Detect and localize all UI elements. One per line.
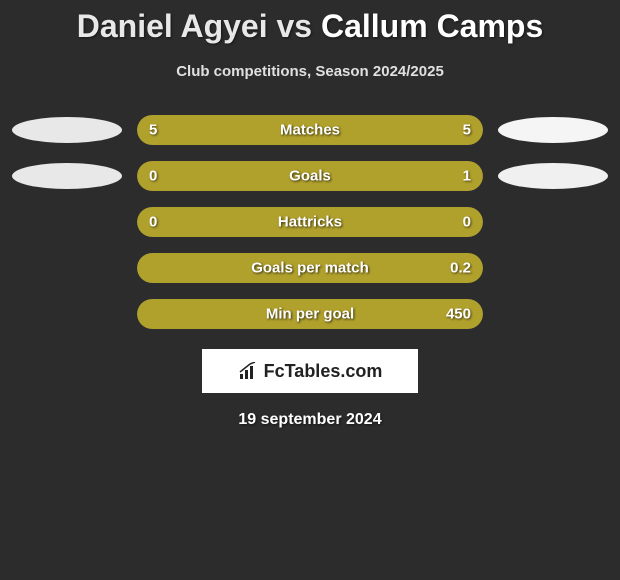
logo-box: FcTables.com [202, 349, 418, 393]
date: 19 september 2024 [0, 411, 620, 429]
player1-name: Daniel Agyei [77, 8, 268, 44]
vs-text: vs [277, 8, 313, 44]
stat-row: 0 0 Hattricks [0, 207, 620, 237]
bar-segment-left [137, 161, 199, 191]
player2-ellipse [498, 163, 608, 189]
player2-name: Callum Camps [321, 8, 543, 44]
stat-value-right: 5 [463, 122, 471, 139]
stat-bar: 0 1 Goals [137, 161, 483, 191]
stat-row: 0 1 Goals [0, 161, 620, 191]
player2-ellipse [498, 117, 608, 143]
stat-bar: 0.2 Goals per match [137, 253, 483, 283]
subtitle: Club competitions, Season 2024/2025 [0, 63, 620, 80]
stat-row: 450 Min per goal [0, 299, 620, 329]
stat-value-right: 0 [463, 214, 471, 231]
stat-label: Goals [289, 168, 331, 185]
stat-value-left: 5 [149, 122, 157, 139]
stat-value-right: 1 [463, 168, 471, 185]
stat-bar: 0 0 Hattricks [137, 207, 483, 237]
stat-row: 0.2 Goals per match [0, 253, 620, 283]
stat-bar: 5 5 Matches [137, 115, 483, 145]
stat-label: Min per goal [266, 306, 354, 323]
stat-label: Hattricks [278, 214, 342, 231]
stat-value-left: 0 [149, 214, 157, 231]
player1-ellipse [12, 163, 122, 189]
stat-value-right: 450 [446, 306, 471, 323]
chart-icon [238, 362, 260, 380]
stat-value-left: 0 [149, 168, 157, 185]
stat-row: 5 5 Matches [0, 115, 620, 145]
comparison-title: Daniel Agyei vs Callum Camps [0, 0, 620, 45]
logo: FcTables.com [238, 361, 383, 382]
logo-text: FcTables.com [264, 361, 383, 382]
comparison-chart: 5 5 Matches 0 1 Goals 0 0 Hattricks 0.2 Goals per … [0, 115, 620, 329]
stat-label: Goals per match [251, 260, 369, 277]
stat-label: Matches [280, 122, 340, 139]
stat-bar: 450 Min per goal [137, 299, 483, 329]
player1-ellipse [12, 117, 122, 143]
stat-value-right: 0.2 [450, 260, 471, 277]
bar-segment-right [199, 161, 483, 191]
